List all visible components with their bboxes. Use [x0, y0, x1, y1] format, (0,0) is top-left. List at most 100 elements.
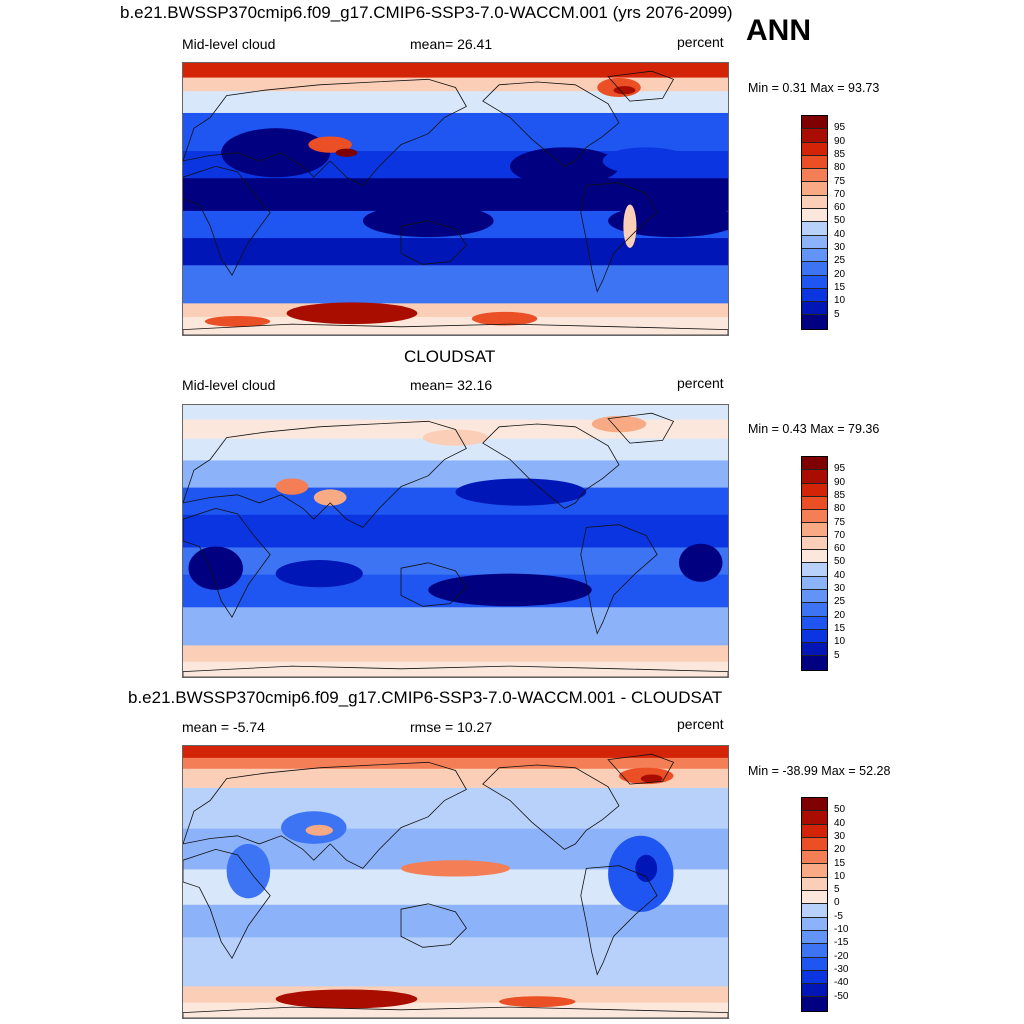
colorbar-tick-label: -10: [834, 924, 849, 935]
colorbar-segment: [802, 930, 827, 945]
coastline: [183, 665, 728, 677]
colorbar-segment: [802, 997, 827, 1011]
colorbar-tick-label: 30: [834, 830, 846, 842]
colorbar-tick-label: 40: [834, 817, 846, 829]
colorbar-segment: [802, 195, 827, 210]
colorbar-segment: [802, 536, 827, 551]
panel2-units-label: percent: [677, 375, 724, 391]
contour-band: [183, 660, 728, 677]
colorbar-segment: [802, 798, 827, 812]
contour-band: [183, 985, 728, 1003]
panel2-colorbar: [801, 456, 828, 671]
map-field-svg: [183, 63, 728, 335]
contour-region: [422, 429, 489, 446]
coastline: [482, 81, 620, 167]
colorbar-segment: [802, 209, 827, 223]
contour-region: [305, 824, 333, 836]
colorbar-segment: [802, 984, 827, 998]
colorbar-segment: [802, 589, 827, 604]
panel1-mean-label: mean= 26.41: [410, 36, 493, 52]
colorbar-segment: [802, 656, 827, 670]
coastline: [183, 1006, 728, 1018]
colorbar-segment: [802, 235, 827, 249]
panel3-title: b.e21.BWSSP370cmip6.f09_g17.CMIP6-SSP3-7…: [128, 688, 723, 707]
contour-band: [183, 264, 728, 304]
panel3-mean-label: mean = -5.74: [182, 719, 265, 735]
coastline: [400, 220, 467, 265]
panel2-map: [182, 404, 729, 678]
colorbar-segment: [802, 629, 827, 644]
colorbar-segment: [802, 142, 827, 156]
coastline: [607, 412, 675, 444]
panel3-rmse-label: rmse = 10.27: [410, 719, 493, 735]
contour-region: [335, 148, 358, 157]
contour-band: [183, 302, 728, 317]
colorbar-tick-label: 85: [834, 148, 846, 160]
panel1-title: b.e21.BWSSP370cmip6.f09_g17.CMIP6-SSP3-7…: [120, 3, 733, 22]
contour-region: [602, 147, 690, 175]
colorbar-segment: [802, 457, 827, 471]
contour-band: [183, 237, 728, 266]
contour-region: [471, 311, 538, 326]
colorbar-tick-label: 5: [834, 308, 840, 320]
colorbar-segment: [802, 944, 827, 958]
coastline: [580, 182, 658, 293]
coastline: [183, 507, 271, 618]
contour-band: [183, 177, 728, 211]
coastline: [400, 903, 467, 948]
contour-region: [308, 136, 352, 153]
contour-region: [591, 415, 647, 433]
contour-region: [275, 478, 309, 495]
contour-band: [183, 76, 728, 92]
coastline: [183, 165, 271, 276]
panel3-colorbar: [801, 797, 828, 1012]
panel3-minmax-label: Min = -38.99 Max = 52.28: [748, 764, 891, 778]
colorbar-tick-label: 50: [834, 556, 846, 568]
colorbar-segment: [802, 970, 827, 985]
contour-band: [183, 746, 728, 758]
contour-region: [635, 854, 658, 882]
colorbar-tick-label: -30: [834, 963, 849, 975]
colorbar-tick-label: 60: [834, 543, 846, 555]
contour-band: [183, 1001, 728, 1018]
colorbar-tick-label: 20: [834, 844, 846, 856]
colorbar-segment: [802, 483, 827, 497]
colorbar-tick-label: 15: [834, 622, 846, 634]
panel2-mean-label: mean= 32.16: [410, 377, 493, 393]
season-label: ANN: [746, 14, 811, 47]
colorbar-segment: [802, 315, 827, 329]
coastline: [482, 423, 620, 509]
contour-region: [286, 302, 418, 325]
contour-region: [221, 128, 331, 178]
colorbar-segment: [802, 864, 827, 878]
colorbar-tick-label: 15: [834, 857, 846, 869]
colorbar-tick-label: 70: [834, 529, 846, 541]
colorbar-segment: [802, 877, 827, 892]
map-field-svg: [183, 746, 728, 1018]
colorbar-tick-label: -5: [834, 910, 843, 922]
coastline: [580, 865, 658, 976]
panel1-units-label: percent: [677, 34, 724, 50]
contour-band: [183, 546, 728, 575]
colorbar-segment: [802, 957, 827, 971]
contour-region: [428, 573, 592, 607]
contour-region: [313, 489, 347, 506]
contour-band: [183, 756, 728, 769]
colorbar-segment: [802, 523, 827, 537]
contour-region: [275, 560, 363, 588]
colorbar-tick-label: 80: [834, 162, 846, 174]
contour-region: [275, 989, 418, 1009]
colorbar-tick-label: -40: [834, 977, 849, 989]
panel1-colorbar: [801, 115, 828, 330]
contour-band: [183, 459, 728, 488]
colorbar-tick-label: 85: [834, 489, 846, 501]
contour-region: [401, 860, 510, 877]
colorbar-segment: [802, 550, 827, 564]
contour-region: [623, 204, 637, 248]
colorbar-tick-label: 10: [834, 295, 846, 307]
contour-band: [183, 405, 728, 420]
colorbar-tick-label: 20: [834, 268, 846, 280]
colorbar-segment: [802, 116, 827, 130]
coastline: [183, 420, 467, 528]
colorbar-tick-label: -15: [834, 937, 849, 949]
